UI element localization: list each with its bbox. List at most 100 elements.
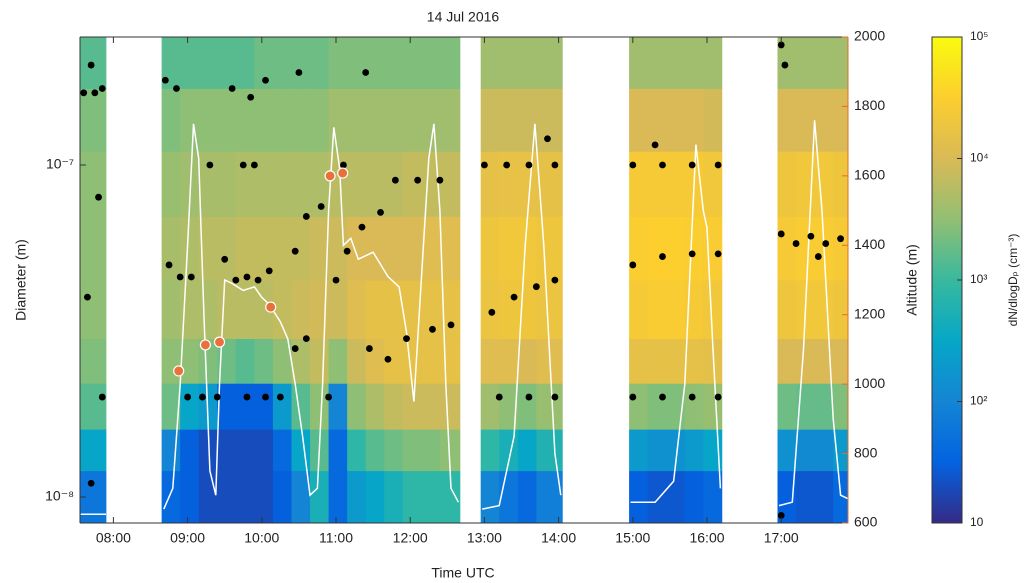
heatmap-cell (310, 338, 329, 384)
heatmap-cell (161, 383, 181, 430)
scatter-point (629, 161, 637, 169)
heatmap-cell (833, 338, 849, 384)
heatmap-cell (80, 151, 107, 217)
heatmap-cell (517, 37, 537, 89)
heatmap-cell (365, 151, 385, 217)
heatmap-cell (272, 470, 292, 524)
heatmap-cell (421, 338, 441, 384)
scatter-point (807, 232, 815, 240)
scatter-point (659, 253, 666, 260)
scatter-point (295, 69, 303, 76)
scatter-point (358, 223, 366, 231)
heatmap-cell (480, 338, 500, 384)
y-tick-label: 10⁻⁸ (45, 488, 74, 504)
scatter-point (262, 76, 269, 84)
scatter-point (651, 141, 659, 149)
heatmap-cell (517, 338, 537, 384)
heatmap-cell (814, 280, 834, 340)
heatmap-cell (439, 280, 461, 340)
scatter-point (265, 301, 277, 313)
scatter-point (777, 230, 785, 238)
heatmap-cell (217, 470, 237, 524)
heatmap-cell (402, 280, 422, 340)
scatter-point (302, 335, 310, 343)
heatmap-cell (161, 338, 181, 384)
heatmap-cell (480, 216, 500, 281)
heatmap-cell (499, 37, 519, 89)
x-tick-label: 08:00 (96, 530, 131, 546)
heatmap-cell (777, 216, 797, 281)
scatter-point (532, 283, 540, 291)
y2-tick-label: 600 (854, 514, 878, 530)
heatmap-cell (629, 470, 649, 524)
scatter-point (714, 393, 722, 401)
scatter-point (291, 247, 299, 255)
heatmap-cell (365, 280, 385, 340)
heatmap-cell (272, 383, 292, 430)
y2-tick-label: 2000 (854, 28, 885, 44)
heatmap-cell (777, 88, 797, 152)
heatmap-cell (833, 280, 849, 340)
heatmap-cell (480, 429, 500, 472)
heatmap-cell (421, 470, 441, 524)
heatmap-cell (272, 151, 292, 217)
heatmap-cell (703, 383, 723, 430)
heatmap-cell (198, 280, 218, 340)
heatmap-cell (629, 37, 649, 89)
heatmap-cell (499, 151, 519, 217)
heatmap-cell (536, 88, 563, 152)
heatmap-cell (814, 37, 834, 89)
heatmap-cell (666, 88, 686, 152)
heatmap-cell (254, 383, 274, 430)
heatmap-cell (629, 338, 649, 384)
heatmap-cell (517, 383, 537, 430)
heatmap-cell (796, 88, 816, 152)
heatmap-cell (666, 151, 686, 217)
heatmap-cell (439, 216, 461, 281)
heatmap-cell (235, 216, 255, 281)
heatmap-cell (629, 280, 649, 340)
scatter-point (228, 85, 236, 92)
scatter-point (325, 393, 332, 401)
heatmap-cell (384, 338, 404, 384)
heatmap-cell (629, 429, 649, 472)
scatter-point (254, 276, 262, 284)
scatter-point (213, 336, 226, 348)
scatter-point (688, 250, 696, 258)
heatmap-cell (347, 470, 367, 524)
heatmap-cell (666, 338, 686, 384)
scatter-point (80, 89, 88, 97)
scatter-point (391, 176, 399, 184)
heatmap-cell (402, 151, 422, 217)
altitude-line (80, 120, 849, 516)
heatmap-cell (499, 470, 519, 524)
heatmap-cell (777, 470, 797, 524)
heatmap-cell (254, 216, 274, 281)
heatmap-cell (291, 429, 311, 472)
heatmap-cell (347, 88, 367, 152)
heatmap-cell (666, 37, 686, 89)
heatmap-cell (365, 470, 385, 524)
x-tick-label: 15:00 (615, 530, 650, 546)
heatmap-cell (796, 37, 816, 89)
scatter-point (343, 247, 351, 255)
heatmap-cell (365, 37, 385, 89)
scatter-point (629, 393, 637, 401)
heatmap-cell (291, 37, 311, 89)
colorbar-label: dN/dlogDₚ (cm⁻³) (1006, 234, 1020, 327)
heatmap-cell (272, 216, 292, 281)
heatmap-cell (536, 37, 563, 89)
heatmap-cell (161, 88, 181, 152)
heatmap-cell (328, 37, 348, 89)
heatmap-cell (254, 338, 274, 384)
heatmap-cell (796, 470, 816, 524)
heatmap-cell (161, 151, 181, 217)
heatmap-cell (365, 216, 385, 281)
x-tick-label: 14:00 (541, 530, 576, 546)
scatter-point (429, 325, 436, 333)
heatmap-cell (421, 216, 441, 281)
scatter-point (362, 69, 370, 76)
heatmap-cell (777, 280, 797, 340)
scatter-point (340, 161, 347, 169)
heatmap-cell (703, 280, 723, 340)
